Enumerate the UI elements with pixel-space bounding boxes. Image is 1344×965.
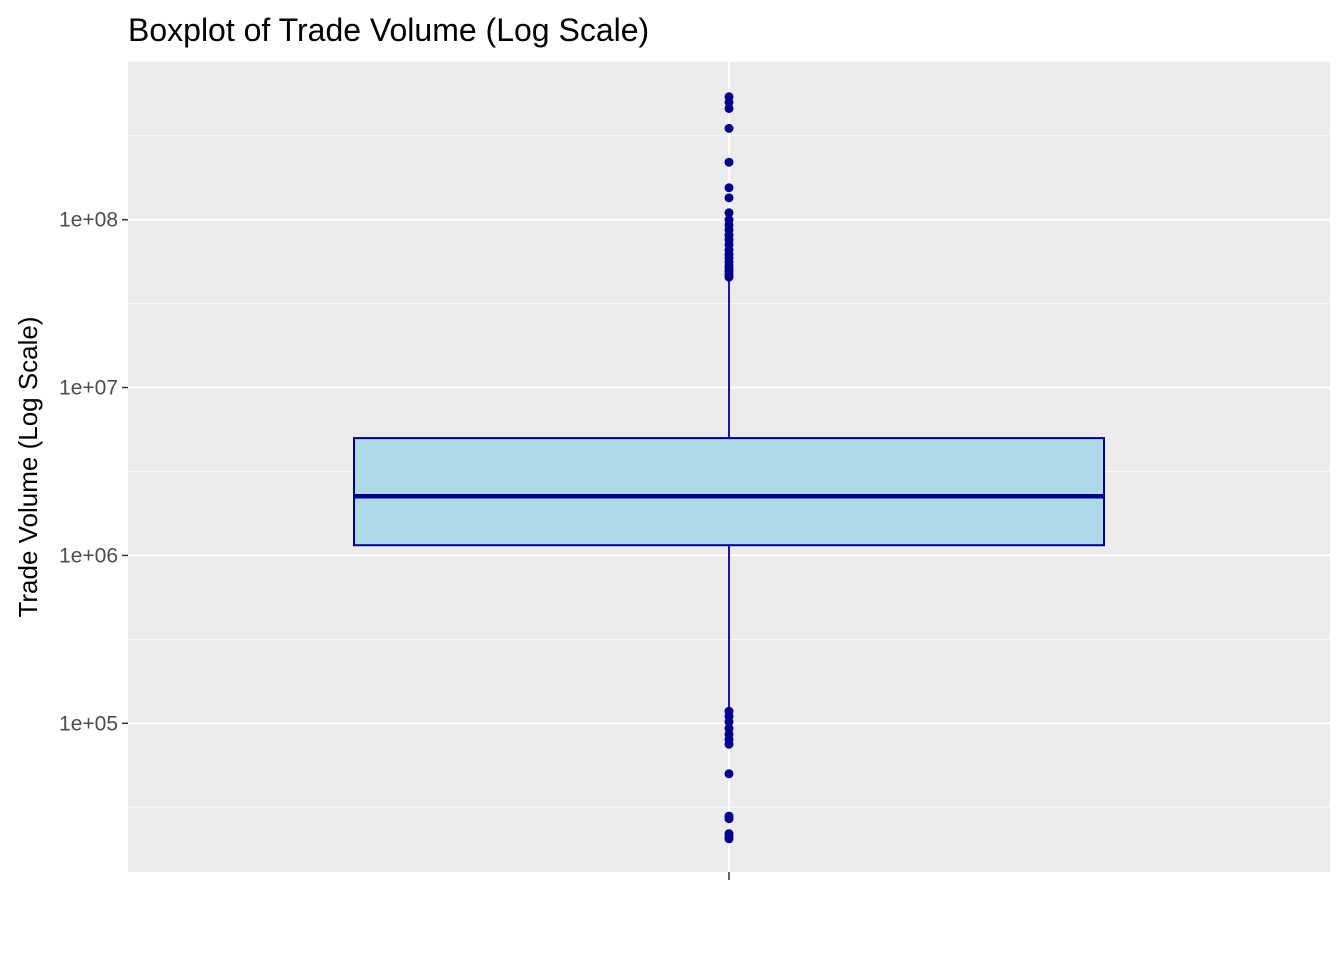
outlier-point xyxy=(724,183,734,193)
y-axis-title: Trade Volume (Log Scale) xyxy=(13,316,43,617)
outlier-point xyxy=(724,717,734,727)
outlier-point xyxy=(724,123,734,133)
y-tick-label: 1e+06 xyxy=(59,544,118,567)
boxplot-layer xyxy=(353,92,1105,844)
y-tick-label: 1e+08 xyxy=(59,209,118,232)
outlier-point xyxy=(724,769,734,779)
y-axis: 1e+05 1e+06 1e+07 1e+08 xyxy=(59,209,128,735)
outlier-point xyxy=(724,834,734,844)
outlier-point xyxy=(724,739,734,749)
outlier-point xyxy=(724,814,734,824)
outlier-point xyxy=(724,272,734,282)
outlier-point xyxy=(724,103,734,113)
outlier-point xyxy=(724,157,734,167)
chart-title: Boxplot of Trade Volume (Log Scale) xyxy=(128,12,649,48)
y-tick-label: 1e+05 xyxy=(59,712,118,735)
outlier-point xyxy=(724,193,734,203)
y-tick-label: 1e+07 xyxy=(59,377,118,400)
outlier-point xyxy=(724,208,734,218)
iqr-box xyxy=(353,437,1105,547)
